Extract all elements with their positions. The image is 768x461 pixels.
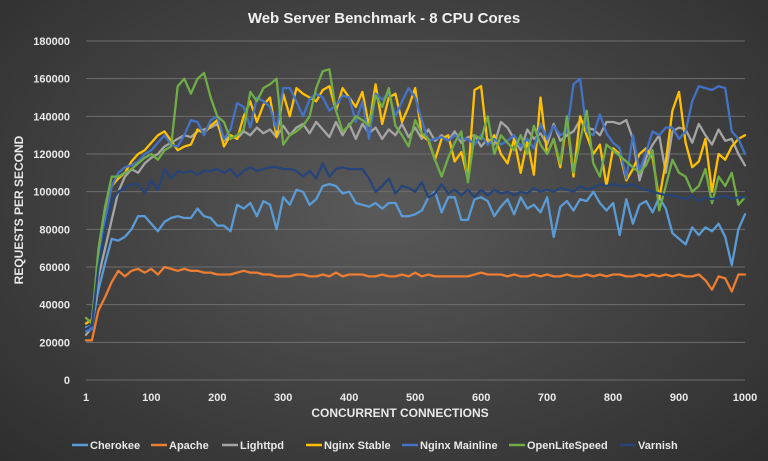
- legend-label: Varnish: [638, 440, 678, 452]
- series-line-openlitespeed: [84, 68, 747, 325]
- x-axis-title: CONCURRENT CONNECTIONS: [311, 406, 488, 420]
- y-tick-label: 160000: [33, 74, 70, 86]
- legend-item: OpenLiteSpeed: [509, 440, 608, 452]
- series-line-apache: [84, 265, 747, 342]
- x-tick-label: 1000: [733, 392, 757, 404]
- series-line-varnish: [84, 162, 747, 331]
- legend-label: Cherokee: [90, 440, 140, 452]
- legend-label: Lighttpd: [240, 440, 284, 452]
- legend: Cherokee Apache Lighttpd Nginx Stable Nginx …: [72, 440, 678, 452]
- y-tick-label: 140000: [33, 111, 70, 123]
- x-tick-label: 900: [670, 392, 688, 404]
- series-line-nginx-mainline: [84, 77, 747, 333]
- x-tick-label: 300: [274, 392, 292, 404]
- y-tick-label: 20000: [39, 337, 70, 349]
- legend-label: Apache: [169, 440, 209, 452]
- x-tick-label: 1: [83, 392, 89, 404]
- series-line-nginx-stable: [84, 83, 747, 325]
- x-tick-label: 700: [538, 392, 556, 404]
- legend-item: Nginx Stable: [306, 440, 391, 452]
- legend-label: Nginx Stable: [324, 440, 391, 452]
- chart-title: Web Server Benchmark - 8 CPU Cores: [248, 10, 520, 27]
- y-axis-title: REQUESTS PER SECOND: [12, 135, 26, 284]
- x-tick-label: 100: [142, 392, 160, 404]
- y-tick-label: 80000: [39, 224, 70, 236]
- x-tick-labels: 1 100 200 300 400 500 600 700 800 900 1000: [83, 392, 757, 404]
- legend-item: Apache: [151, 440, 209, 452]
- legend-item: Lighttpd: [222, 440, 284, 452]
- x-tick-label: 500: [406, 392, 424, 404]
- legend-label: Nginx Mainline: [420, 440, 498, 452]
- y-tick-label: 180000: [33, 36, 70, 48]
- x-tick-label: 400: [340, 392, 358, 404]
- y-tick-label: 100000: [33, 187, 70, 199]
- x-tick-label: 800: [604, 392, 622, 404]
- y-tick-label: 120000: [33, 149, 70, 161]
- y-tick-label: 60000: [39, 262, 70, 274]
- x-tick-label: 200: [208, 392, 226, 404]
- y-tick-label: 40000: [39, 300, 70, 312]
- x-tick-label: 600: [472, 392, 490, 404]
- y-tick-labels: 0 20000 40000 60000 80000 100000 120000 140000 1…: [33, 36, 70, 387]
- y-tick-label: 0: [64, 375, 70, 387]
- legend-item: Varnish: [620, 440, 678, 452]
- series-lines: [84, 68, 747, 342]
- legend-item: Nginx Mainline: [402, 440, 498, 452]
- legend-label: OpenLiteSpeed: [527, 440, 608, 452]
- legend-item: Cherokee: [72, 440, 140, 452]
- series-line-cherokee: [84, 182, 747, 329]
